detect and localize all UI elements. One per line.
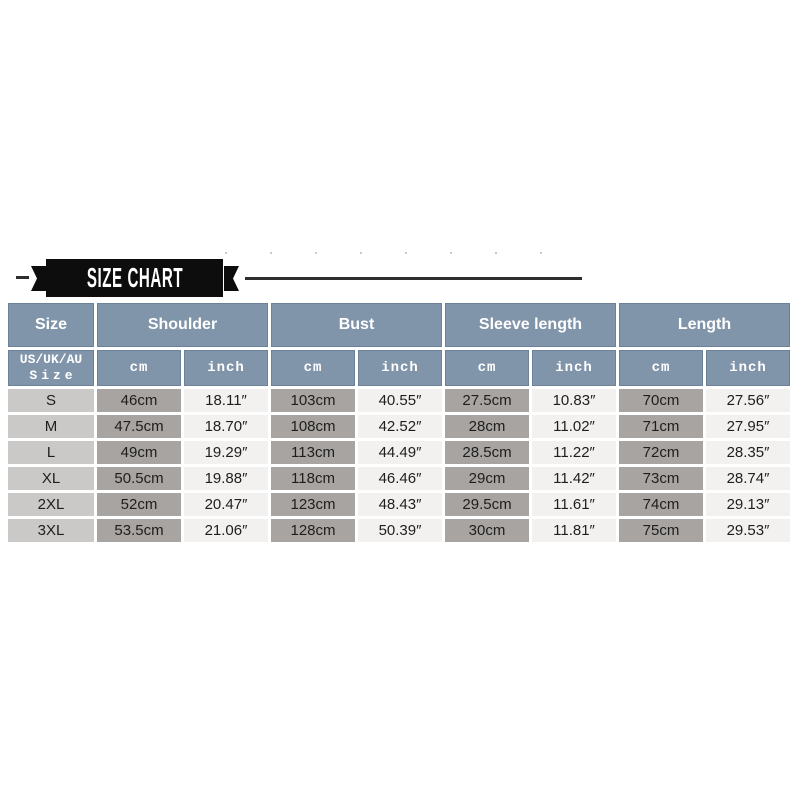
table-cell: 40.55″ (358, 389, 442, 412)
table-cell: 20.47″ (184, 493, 268, 516)
table-cell: 10.83″ (532, 389, 616, 412)
table-cell: 18.70″ (184, 415, 268, 438)
table-cell: 27.56″ (706, 389, 790, 412)
subheader-cm: cm (97, 350, 181, 386)
table-cell: 21.06″ (184, 519, 268, 542)
table-cell: 29.53″ (706, 519, 790, 542)
subheader-line1: US/UK/AU (19, 352, 83, 368)
table-cell: 44.49″ (358, 441, 442, 464)
table-cell: 19.88″ (184, 467, 268, 490)
ribbon-right-tail-icon (224, 266, 239, 291)
subheader-inch: inch (358, 350, 442, 386)
table-cell: 11.81″ (532, 519, 616, 542)
column-header-length: Length (619, 303, 790, 347)
table-cell: 46cm (97, 389, 181, 412)
column-header-size: Size (8, 303, 94, 347)
table-cell: 53.5cm (97, 519, 181, 542)
table-cell: 27.95″ (706, 415, 790, 438)
table-cell: 47.5cm (97, 415, 181, 438)
table-cell: 50.39″ (358, 519, 442, 542)
table-cell: 75cm (619, 519, 703, 542)
table-cell: 42.52″ (358, 415, 442, 438)
size-table: Size Shoulder Bust Sleeve length Length … (8, 303, 790, 542)
row-size-label: M (8, 415, 94, 438)
table-cell: 71cm (619, 415, 703, 438)
table-cell: 18.11″ (184, 389, 268, 412)
dotted-line (225, 252, 565, 254)
table-cell: 74cm (619, 493, 703, 516)
row-size-label: XL (8, 467, 94, 490)
table-cell: 28cm (445, 415, 529, 438)
subheader-us-uk-au-size: US/UK/AU Size (8, 350, 94, 386)
left-dash-line (16, 276, 29, 279)
ribbon-banner: SIZE CHART (46, 259, 223, 297)
table-cell: 46.46″ (358, 467, 442, 490)
row-size-label: 3XL (8, 519, 94, 542)
table-cell: 28.35″ (706, 441, 790, 464)
subheader-cm: cm (271, 350, 355, 386)
table-cell: 72cm (619, 441, 703, 464)
table-cell: 52cm (97, 493, 181, 516)
subheader-cm: cm (445, 350, 529, 386)
table-cell: 29.5cm (445, 493, 529, 516)
row-size-label: L (8, 441, 94, 464)
table-cell: 70cm (619, 389, 703, 412)
table-cell: 73cm (619, 467, 703, 490)
table-cell: 118cm (271, 467, 355, 490)
row-size-label: 2XL (8, 493, 94, 516)
table-cell: 19.29″ (184, 441, 268, 464)
table-cell: 11.61″ (532, 493, 616, 516)
table-cell: 123cm (271, 493, 355, 516)
row-size-label: S (8, 389, 94, 412)
subheader-inch: inch (706, 350, 790, 386)
table-cell: 11.42″ (532, 467, 616, 490)
table-cell: 49cm (97, 441, 181, 464)
column-header-shoulder: Shoulder (97, 303, 268, 347)
column-header-sleeve-length: Sleeve length (445, 303, 616, 347)
banner-title: SIZE CHART (86, 262, 183, 293)
table-cell: 128cm (271, 519, 355, 542)
subheader-inch: inch (532, 350, 616, 386)
table-cell: 28.74″ (706, 467, 790, 490)
table-cell: 108cm (271, 415, 355, 438)
table-cell: 29cm (445, 467, 529, 490)
table-cell: 27.5cm (445, 389, 529, 412)
ribbon-left-tail-icon (31, 266, 46, 291)
right-solid-line (245, 277, 582, 280)
table-cell: 28.5cm (445, 441, 529, 464)
table-cell: 48.43″ (358, 493, 442, 516)
column-header-bust: Bust (271, 303, 442, 347)
table-cell: 30cm (445, 519, 529, 542)
subheader-cm: cm (619, 350, 703, 386)
subheader-inch: inch (184, 350, 268, 386)
table-cell: 11.22″ (532, 441, 616, 464)
table-cell: 113cm (271, 441, 355, 464)
table-cell: 50.5cm (97, 467, 181, 490)
table-cell: 103cm (271, 389, 355, 412)
table-cell: 11.02″ (532, 415, 616, 438)
table-cell: 29.13″ (706, 493, 790, 516)
subheader-line2: Size (29, 368, 77, 383)
